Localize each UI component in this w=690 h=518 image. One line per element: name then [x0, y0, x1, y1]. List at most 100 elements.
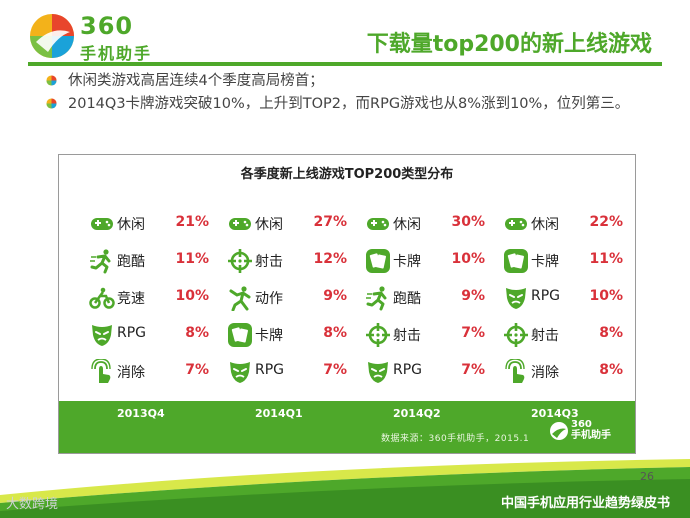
band-logo: 360 手机助手	[549, 419, 623, 447]
genre-label: 休闲	[117, 217, 145, 233]
genre-percent: 30%	[451, 214, 485, 230]
gamepad-icon	[367, 218, 389, 230]
genre-row: 休闲 30%	[365, 207, 495, 244]
crosshair-icon	[366, 323, 390, 347]
genre-label: 射击	[393, 328, 421, 344]
genre-row: 消除 7%	[89, 355, 219, 392]
genre-percent: 12%	[313, 251, 347, 267]
mask-icon	[506, 288, 526, 309]
genre-percent: 9%	[461, 288, 485, 304]
genre-row: 休闲 21%	[89, 207, 219, 244]
genre-percent: 7%	[323, 362, 347, 378]
bullet-icon	[46, 75, 57, 86]
genre-percent: 7%	[461, 362, 485, 378]
genre-label: 休闲	[393, 217, 421, 233]
data-source: 数据来源：360手机助手，2015.1	[381, 434, 530, 444]
crosshair-icon	[228, 249, 252, 273]
genre-label: 休闲	[255, 217, 283, 233]
cards-icon	[228, 323, 252, 347]
genre-row: RPG 7%	[365, 355, 495, 392]
genre-label: 跑酷	[117, 254, 145, 270]
runner-icon	[90, 249, 111, 274]
quarter-column-2014q2: 休闲 30% 卡牌 10% 跑酷 9% 射击 7% RPG 7%	[365, 207, 495, 392]
genre-label: 射击	[531, 328, 559, 344]
title-divider	[28, 62, 662, 66]
mask-icon	[92, 325, 112, 346]
footer-swoosh	[0, 459, 690, 518]
tap-icon	[505, 359, 525, 383]
genre-row: 休闲 27%	[227, 207, 357, 244]
page-title: 下载量top200的新上线游戏	[366, 32, 652, 57]
genre-row: 消除 8%	[503, 355, 633, 392]
genre-label: 竞速	[117, 291, 145, 307]
quarter-label: 2014Q3	[531, 407, 579, 420]
bullet-list: 休闲类游戏高居连续4个季度高局榜首； 2014Q3卡牌游戏突破10%，上升到TO…	[46, 70, 638, 116]
genre-row: 卡牌 11%	[503, 244, 633, 281]
motorbike-icon	[89, 287, 115, 309]
genre-row: 竞速 10%	[89, 281, 219, 318]
quarter-column-2014q3: 休闲 22% 卡牌 11% RPG 10% 射击 8% 消除 8%	[503, 207, 633, 392]
genre-row: 卡牌 8%	[227, 318, 357, 355]
genre-label: 卡牌	[531, 254, 559, 270]
gamepad-icon	[91, 218, 113, 230]
panel-title: 各季度新上线游戏TOP200类型分布	[240, 167, 454, 182]
genre-label: RPG	[255, 362, 285, 378]
quarter-label: 2014Q1	[255, 407, 303, 420]
genre-percent: 10%	[451, 251, 485, 267]
genre-percent: 9%	[323, 288, 347, 304]
band-logo-text: 手机助手	[571, 430, 611, 441]
bullet-icon	[46, 98, 57, 109]
genre-label: 卡牌	[255, 328, 283, 344]
tap-icon	[91, 359, 111, 383]
genre-label: 射击	[255, 254, 283, 270]
cards-icon	[504, 249, 528, 273]
watermark: 大数跨境	[6, 497, 59, 512]
bullet-text: 休闲类游戏高居连续4个季度高局榜首；	[68, 73, 324, 89]
genre-row: 射击 8%	[503, 318, 633, 355]
genre-row: 卡牌 10%	[365, 244, 495, 281]
genre-label: 跑酷	[393, 291, 421, 307]
logo-ball-icon	[30, 14, 74, 58]
genre-row: 休闲 22%	[503, 207, 633, 244]
bullet-item: 2014Q3卡牌游戏突破10%，上升到TOP2，而RPG游戏也从8%涨到10%，…	[46, 93, 638, 115]
report-title: 中国手机应用行业趋势绿皮书	[500, 496, 670, 511]
genre-label: RPG	[531, 288, 561, 304]
genre-row: RPG 7%	[227, 355, 357, 392]
genre-percent: 22%	[589, 214, 623, 230]
quarter-label: 2014Q2	[393, 407, 441, 420]
genre-label: 卡牌	[393, 254, 421, 270]
logo-text: 手机助手	[80, 44, 153, 63]
quarter-band: 2013Q4 2014Q1 2014Q2 2014Q3 数据来源：360手机助手…	[59, 401, 635, 453]
genre-row: 射击 7%	[365, 318, 495, 355]
genre-percent: 10%	[589, 288, 623, 304]
quarter-column-2014q1: 休闲 27% 射击 12% 动作 9% 卡牌 8% RPG 7%	[227, 207, 357, 392]
mask-icon	[230, 362, 250, 383]
logo-number: 360	[80, 12, 134, 40]
logo-ball-icon	[550, 422, 568, 440]
genre-percent: 8%	[323, 325, 347, 341]
quarter-label: 2013Q4	[117, 407, 165, 420]
bullet-text: 2014Q3卡牌游戏突破10%，上升到TOP2，而RPG游戏也从8%涨到10%，…	[68, 96, 630, 112]
genre-percent: 8%	[599, 362, 623, 378]
crosshair-icon	[504, 323, 528, 347]
genre-row: 射击 12%	[227, 244, 357, 281]
genre-percent: 7%	[461, 325, 485, 341]
genre-distribution-panel: 各季度新上线游戏TOP200类型分布 休闲 21% 跑酷 11% 竞速 10% RPG 8% 消…	[58, 154, 636, 454]
genre-percent: 7%	[185, 362, 209, 378]
genre-row: RPG 10%	[503, 281, 633, 318]
genre-percent: 21%	[175, 214, 209, 230]
genre-label: 消除	[117, 365, 145, 381]
genre-label: 休闲	[531, 217, 559, 233]
genre-percent: 27%	[313, 214, 347, 230]
genre-label: RPG	[393, 362, 423, 378]
quarter-column-2013q4: 休闲 21% 跑酷 11% 竞速 10% RPG 8% 消除 7%	[89, 207, 219, 392]
genre-row: 跑酷 9%	[365, 281, 495, 318]
fighter-icon	[229, 286, 251, 311]
bullet-item: 休闲类游戏高居连续4个季度高局榜首；	[46, 70, 638, 92]
band-logo-number: 360	[571, 419, 592, 430]
genre-percent: 8%	[185, 325, 209, 341]
gamepad-icon	[229, 218, 251, 230]
genre-percent: 10%	[175, 288, 209, 304]
mask-icon	[368, 362, 388, 383]
gamepad-icon	[505, 218, 527, 230]
